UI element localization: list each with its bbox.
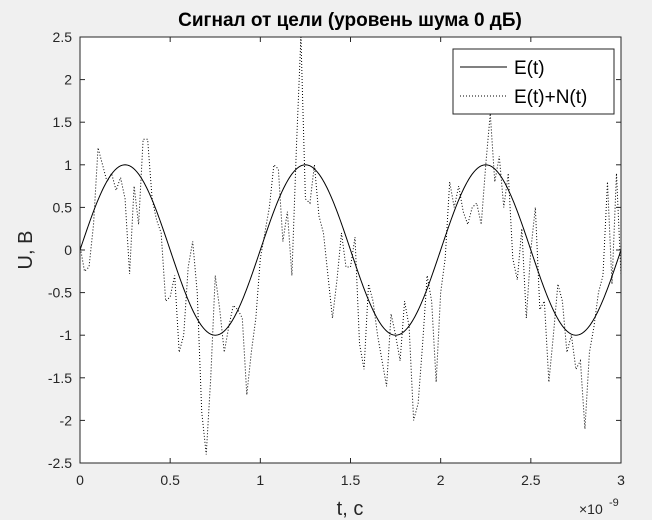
x-exponent: ×10 -9: [579, 497, 619, 517]
x-tick-label: 1.5: [341, 472, 361, 488]
y-tick-label: -1.5: [48, 370, 72, 386]
chart-title: Сигнал от цели (уровень шума 0 дБ): [178, 10, 522, 31]
legend-box: [452, 48, 615, 115]
x-axis-label: t, c: [337, 498, 364, 520]
y-ticks: -2.5 -2 -1.5 -1 -0.5 0 0.5 1 1.5 2 2.5: [48, 29, 621, 471]
legend: E(t) E(t)+N(t): [452, 48, 615, 115]
y-tick-label: -1: [60, 327, 73, 343]
x-tick-label: 0: [76, 472, 84, 488]
y-axis-label: U, B: [15, 231, 37, 270]
x-exponent-power: -9: [609, 497, 619, 509]
y-tick-label: 2: [64, 72, 72, 88]
series-line-e-plus-n: [79, 36, 622, 455]
x-tick-label: 1: [256, 472, 264, 488]
x-tick-label: 3: [617, 472, 625, 488]
y-tick-label: -2: [60, 412, 73, 428]
y-tick-label: 0.5: [53, 199, 73, 215]
legend-label-en: E(t)+N(t): [514, 87, 587, 108]
x-tick-label: 2: [437, 472, 445, 488]
x-tick-label: 0.5: [160, 472, 180, 488]
y-tick-label: 1: [64, 157, 72, 173]
legend-label-e: E(t): [514, 58, 545, 79]
x-exponent-base: ×10: [579, 501, 603, 517]
y-tick-label: -2.5: [48, 455, 72, 471]
x-ticks: 0 0.5 1 1.5 2 2.5 3: [76, 37, 625, 488]
y-tick-label: 1.5: [53, 114, 73, 130]
y-tick-label: -0.5: [48, 285, 72, 301]
x-tick-label: 2.5: [521, 472, 541, 488]
series-layer: [79, 36, 622, 455]
y-tick-label: 0: [64, 242, 72, 258]
y-tick-label: 2.5: [53, 29, 73, 45]
